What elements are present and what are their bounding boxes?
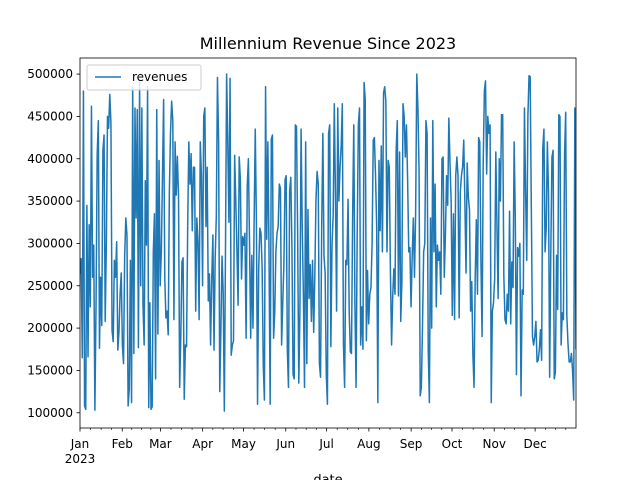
plot-area bbox=[80, 73, 576, 412]
x-tick-label: May bbox=[231, 437, 256, 451]
x-axis-label: date bbox=[313, 473, 342, 480]
x-tick-label: Dec bbox=[524, 437, 547, 451]
y-tick-label: 500000 bbox=[27, 67, 73, 81]
y-tick-label: 100000 bbox=[27, 406, 73, 420]
x-tick-label: Jul bbox=[318, 437, 333, 451]
y-tick-label: 350000 bbox=[27, 194, 73, 208]
x-tick-label: Nov bbox=[483, 437, 506, 451]
x-tick-label: Sep bbox=[400, 437, 423, 451]
x-tick-label: Oct bbox=[442, 437, 463, 451]
chart-title: Millennium Revenue Since 2023 bbox=[200, 34, 456, 53]
x-tick-label: Feb bbox=[112, 437, 133, 451]
y-tick-label: 300000 bbox=[27, 236, 73, 250]
y-tick-label: 200000 bbox=[27, 321, 73, 335]
x-tick-label: Apr bbox=[192, 437, 213, 451]
plot-frame bbox=[79, 57, 577, 429]
x-tick-label: Aug bbox=[357, 437, 380, 451]
y-tick-label: 450000 bbox=[27, 109, 73, 123]
y-axis: 100000 150000 200000 250000 300000 350000 4000… bbox=[27, 67, 80, 420]
y-tick-label: 250000 bbox=[27, 279, 73, 293]
legend-box bbox=[86, 64, 202, 91]
x-tick-label: Mar bbox=[149, 437, 172, 451]
y-tick-label: 400000 bbox=[27, 152, 73, 166]
y-tick-label: 150000 bbox=[27, 363, 73, 377]
legend-label-revenues: revenues bbox=[132, 70, 187, 84]
legend: revenues bbox=[86, 64, 202, 91]
series-line-revenues bbox=[80, 73, 576, 412]
x-tick-label: Jan bbox=[70, 437, 90, 451]
x-tick-year-label: 2023 bbox=[65, 452, 96, 466]
x-tick-label: Jun bbox=[275, 437, 295, 451]
